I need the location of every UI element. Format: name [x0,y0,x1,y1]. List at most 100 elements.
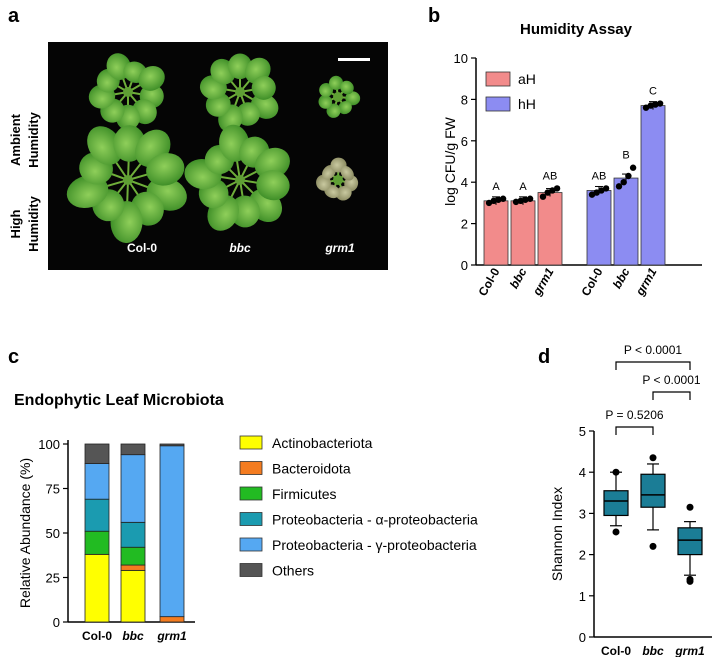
legend-swatch [239,563,263,577]
data-point [553,185,561,192]
p-value-label: P < 0.0001 [624,343,682,357]
rosette-center [333,92,343,102]
y-tick-label: 50 [46,526,60,541]
row-label-high-line2: Humidity [26,195,41,251]
data-point [499,195,507,202]
rosette-center [333,175,343,185]
significance-letter: AB [592,170,607,182]
leaf-blade [338,101,352,115]
data-point [602,185,610,192]
panel-d-letter: d [538,346,550,368]
y-tick-label: 6 [461,134,468,149]
rosette-center [235,175,245,185]
bar [483,200,509,266]
leaf-blade [319,82,334,97]
y-tick-label: 25 [46,571,60,586]
outlier-point [649,454,657,462]
y-tick-label: 5 [579,424,586,439]
significance-bracket [652,391,691,400]
y-axis-label: Shannon Index [549,487,565,581]
legend-label: Others [272,563,314,579]
bar [613,177,639,266]
y-axis-label: log CFU/g FW [442,116,458,205]
box [640,473,666,508]
y-tick-label: 0 [53,615,60,630]
outlier-point [686,575,694,583]
y-tick-label: 8 [461,92,468,107]
legend-swatch [239,461,263,475]
x-tick-label: Col-0 [82,629,112,643]
bar [510,200,536,266]
leaf-blade [329,75,344,91]
significance-bracket [615,361,691,370]
bar [586,190,612,266]
legend-label: Actinobacteriota [272,435,373,451]
x-tick-label: bbc [642,644,664,657]
legend-swatch [239,435,263,450]
outlier-point [649,542,657,550]
y-tick-label: 4 [461,175,468,190]
legend-swatch [485,96,511,112]
stacked-segment [120,546,146,566]
legend-swatch [239,537,263,552]
box [677,527,703,556]
scale-bar [338,58,370,61]
chart-b-title: Humidity Assay [520,21,633,38]
significance-letter: C [649,86,657,98]
leaf-blade [318,94,333,109]
leaf-blade [326,103,341,118]
legend-label: Bacteroidota [272,461,351,477]
leaf-blade [335,185,352,201]
significance-letter: AB [543,170,558,182]
significance-letter: A [519,181,527,193]
box [603,490,629,517]
leaf-blade [254,147,290,180]
x-tick-label: grm1 [529,265,556,299]
data-point [620,179,627,186]
rosette-bbc-ambient [199,53,279,133]
significance-bracket [615,426,654,435]
significance-letter: A [492,181,500,193]
y-tick-label: 4 [579,465,586,480]
y-tick-label: 2 [461,217,468,232]
legend-swatch [239,486,263,501]
genotype-label-grm1: grm1 [324,241,355,255]
panel-c-letter: c [8,346,19,368]
y-tick-label: 3 [579,506,586,521]
rosette-bbc-high [184,124,290,231]
x-tick-label: bbc [507,265,530,291]
rosette-center [235,87,245,97]
legend-label: hH [518,96,536,112]
stacked-segment [84,463,110,500]
row-label-ambient-line1: Ambient [8,113,23,166]
panel-b-letter: b [428,5,440,27]
stacked-segment [120,564,146,571]
stacked-segment [159,445,185,618]
data-point [615,183,623,190]
x-tick-label: Col-0 [578,265,605,298]
data-point [629,164,637,171]
stacked-segment [159,443,185,447]
chart-d: 0 1 2 3 4 5 Shannon Index Col-0 bbc grm1 P < 0.000… [549,343,712,657]
rosette-center [123,175,133,185]
stacked-segment [120,569,146,623]
chart-c-title: Endophytic Leaf Microbiota [14,392,224,409]
legend-label: Proteobacteria - α-proteobacteria [272,512,478,528]
genotype-label-bbc: bbc [229,241,251,255]
plant-photo [66,53,361,244]
row-label-ambient-line2: Humidity [26,111,41,167]
y-tick-label: 1 [579,589,586,604]
x-tick-label: bbc [122,629,144,643]
leaf-blade [340,80,354,95]
leaf-blade [146,153,185,186]
panel-a-letter: a [8,5,20,27]
stacked-segment [84,553,110,623]
rosette-center [123,87,133,97]
y-tick-label: 75 [46,482,60,497]
data-point [526,195,534,202]
rosette-grm1-high [316,157,359,201]
y-tick-label: 0 [579,630,586,645]
leaf-blade [87,126,123,165]
